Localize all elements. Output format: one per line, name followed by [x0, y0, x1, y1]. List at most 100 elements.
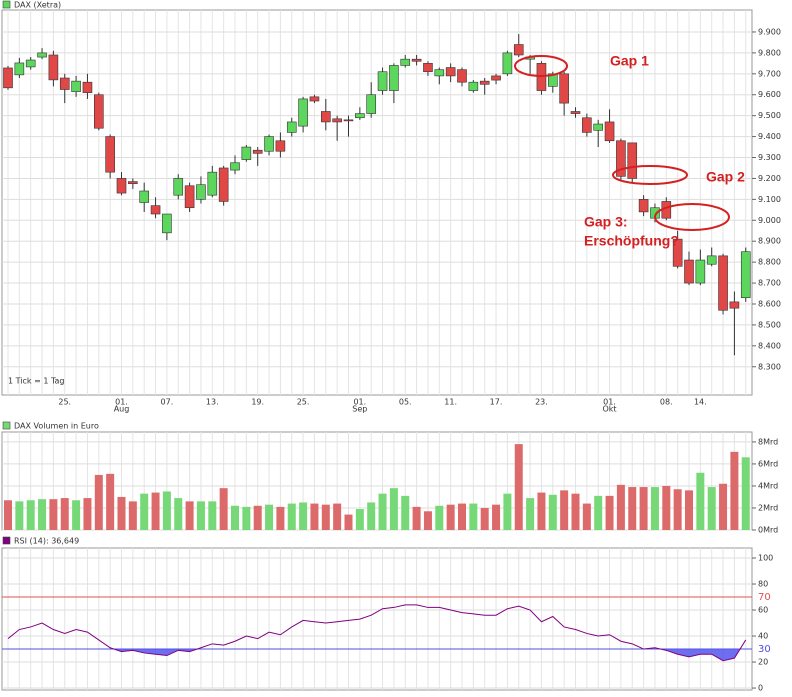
candle-body	[48, 54, 59, 81]
volume-bar	[526, 498, 535, 530]
candle-body	[616, 140, 626, 177]
candle-body	[3, 67, 13, 89]
y-tick-label: 9.200	[758, 174, 781, 183]
volume-bar	[696, 472, 705, 530]
volume-bar	[378, 493, 387, 530]
candle-body	[116, 178, 127, 194]
volume-bar	[435, 505, 444, 530]
volume-bar	[628, 487, 637, 530]
volume-bar	[446, 504, 455, 530]
y-tick-label: 9.400	[758, 132, 781, 141]
volume-bar	[265, 504, 274, 530]
y-tick-label: 9.900	[758, 27, 781, 36]
volume-bar	[253, 505, 262, 530]
candle-body	[14, 62, 25, 76]
volume-bar	[344, 514, 353, 530]
y-tick-label: 20	[758, 658, 768, 667]
candle-body	[389, 65, 399, 91]
annotation: Gap 1	[610, 53, 649, 69]
volume-bar	[333, 503, 342, 530]
candle-body	[423, 63, 433, 73]
volume-bar	[60, 498, 69, 530]
candle-body	[230, 162, 240, 171]
x-tick-label: 14.	[694, 398, 707, 407]
reference-label: 70	[758, 592, 771, 603]
reference-label: 30	[758, 644, 771, 655]
candle-body	[695, 259, 706, 284]
candle-body	[570, 111, 581, 114]
volume-bar	[174, 498, 183, 530]
candle-body	[434, 69, 445, 77]
candle-body	[184, 185, 195, 209]
gap-ellipse	[654, 203, 730, 231]
volume-bar	[582, 503, 591, 530]
volume-bar	[469, 503, 478, 530]
candle-body	[559, 73, 569, 104]
y-tick-label: 9.500	[758, 111, 781, 120]
y-tick-label: 8.500	[758, 320, 781, 329]
volume-bar	[492, 504, 501, 530]
volume-bar	[321, 504, 330, 530]
y-tick-label: 9.800	[758, 48, 781, 57]
candle-body	[218, 167, 229, 202]
candle-body	[593, 123, 604, 131]
candle-body	[162, 213, 172, 234]
y-tick-label: 60	[758, 606, 768, 615]
candle-body	[740, 251, 751, 299]
volume-bar	[719, 483, 728, 530]
annotation: Erschöpfung?	[584, 233, 679, 249]
volume-bar	[367, 502, 376, 530]
legend-swatch	[2, 0, 11, 9]
y-tick-label: 8.600	[758, 299, 781, 308]
x-tick-label: 25.	[58, 398, 71, 407]
plot-area	[1, 431, 753, 531]
y-tick-label: 8.800	[758, 258, 781, 267]
candle-body	[298, 98, 308, 127]
y-tick-label: 0	[758, 684, 763, 693]
volume-bar	[15, 501, 24, 530]
volume-bar	[310, 503, 319, 530]
volume-bar	[106, 473, 115, 530]
volume-bar	[49, 499, 58, 530]
candle-body	[207, 171, 218, 196]
candle-body	[457, 69, 467, 83]
candle-body	[468, 81, 479, 91]
candle-body	[275, 140, 286, 152]
volume-bar	[548, 494, 557, 530]
x-tick-label: 17.	[490, 398, 503, 407]
volume-bar	[685, 490, 693, 530]
x-month-label: Sep	[352, 405, 367, 414]
candle-body	[729, 301, 740, 309]
x-tick-label: 05.	[399, 398, 412, 407]
note: 1 Tick = 1 Tag	[8, 377, 65, 386]
candle-body	[150, 205, 161, 215]
volume-bar	[219, 488, 228, 530]
candle-body	[547, 73, 558, 87]
volume-bar	[83, 498, 92, 530]
volume-bar	[401, 495, 410, 530]
candle-body	[479, 80, 490, 85]
volume-bar	[650, 487, 659, 530]
y-tick-label: 40	[758, 632, 768, 641]
candle-body	[638, 199, 649, 213]
candle-body	[672, 238, 683, 267]
candle-body	[139, 190, 149, 203]
x-month-label: Aug	[114, 405, 130, 414]
gap-ellipse	[514, 55, 568, 77]
candle-body	[94, 94, 104, 129]
legend-swatch	[2, 536, 11, 545]
x-tick-label: 19.	[251, 398, 264, 407]
volume-bar	[196, 501, 205, 530]
volume-bar	[639, 487, 648, 530]
volume-bar	[605, 495, 614, 530]
candle-body	[411, 58, 422, 62]
candle-body	[37, 52, 47, 58]
candle-body	[173, 178, 184, 196]
annotation: Gap 3:	[584, 214, 628, 230]
volume-bar	[276, 506, 285, 530]
gap-ellipse	[612, 165, 688, 185]
candle-body	[252, 149, 263, 154]
y-tick-label: 2Mrd	[758, 503, 778, 512]
volume-bar	[185, 501, 194, 530]
